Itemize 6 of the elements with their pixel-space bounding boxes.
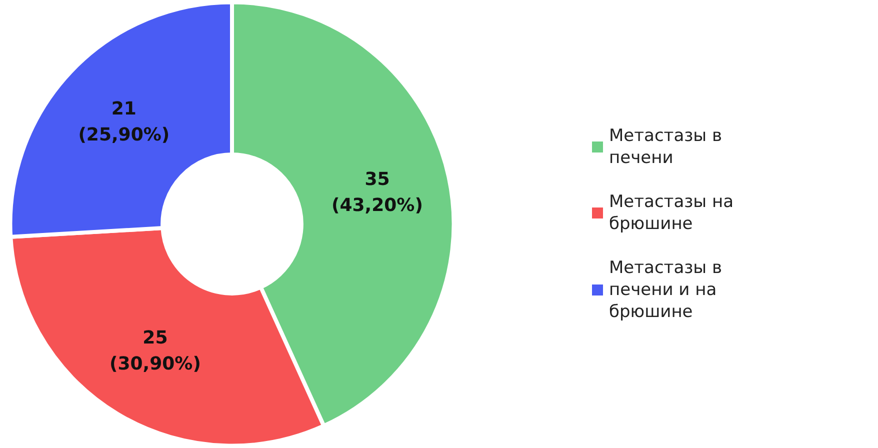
- legend-label: Метастазы в печени: [609, 126, 728, 168]
- data-label: 21 (25,90%): [78, 98, 170, 146]
- legend-label: Метастазы в печени и на брюшине: [609, 258, 728, 322]
- legend-label: Метастазы на брюшине: [609, 192, 739, 234]
- data-label: 25 (30,90%): [110, 328, 201, 375]
- data-label: 35 (43,20%): [332, 169, 423, 216]
